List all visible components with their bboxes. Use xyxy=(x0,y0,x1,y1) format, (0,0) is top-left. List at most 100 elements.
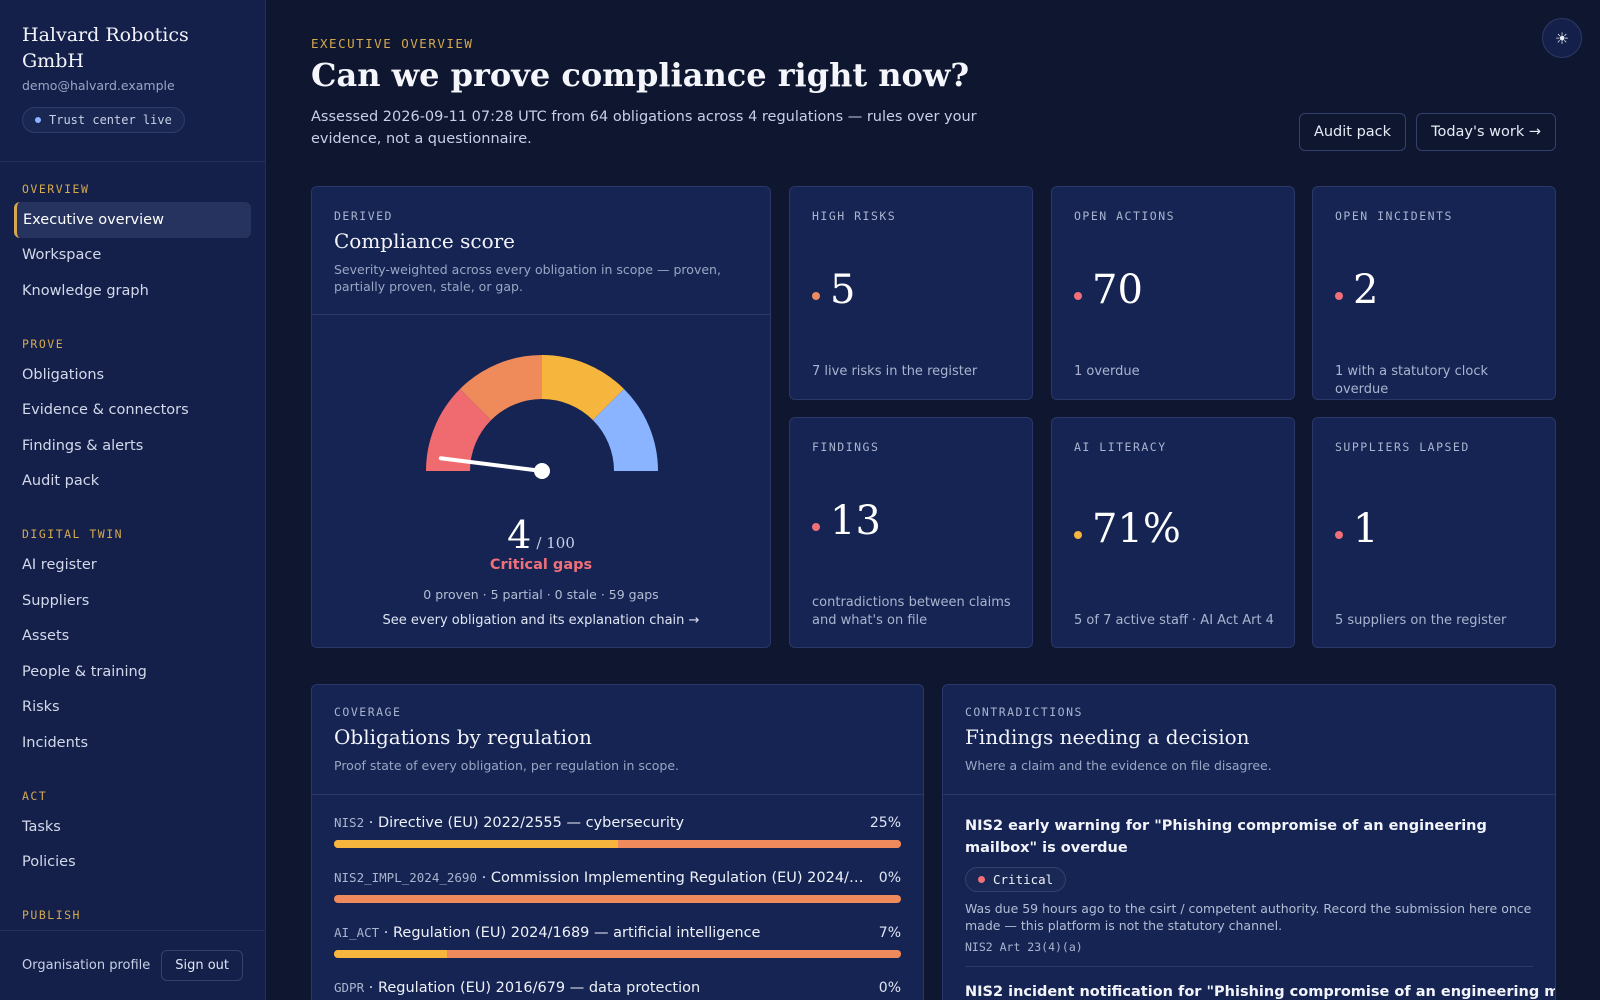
card-description: Severity-weighted across every obligatio… xyxy=(334,262,721,294)
page-title: Can we prove compliance right now? xyxy=(311,56,970,94)
nav-section-act: ACT xyxy=(22,788,48,803)
score-max: / 100 xyxy=(536,534,575,552)
metric-label: AI LITERACY xyxy=(1074,440,1167,454)
severity-label: Critical xyxy=(993,872,1054,887)
severity-dot-icon xyxy=(1335,292,1343,300)
finding-body: Was due 59 hours ago to the csirt / comp… xyxy=(965,901,1532,933)
sidebar-item-incidents[interactable]: Incidents xyxy=(22,734,89,751)
proven-segment xyxy=(334,950,448,958)
finding-title: NIS2 early warning for "Phishing comprom… xyxy=(965,818,1487,856)
regulation-row[interactable]: GDPR · Regulation (EU) 2016/679 — data p… xyxy=(334,980,901,996)
metric-value: 5 xyxy=(830,267,856,313)
regulation-name: Commission Implementing Regulation (EU) … xyxy=(490,870,871,886)
obligations-explanation-link[interactable]: See every obligation and its explanation… xyxy=(382,613,700,628)
nav-section-digital-twin: DIGITAL TWIN xyxy=(22,527,124,542)
metric-label: OPEN INCIDENTS xyxy=(1335,209,1453,223)
metric-label: OPEN ACTIONS xyxy=(1074,209,1176,223)
severity-dot-icon xyxy=(812,523,820,531)
metric-card-findings[interactable]: FINDINGS 13 contradictions between claim… xyxy=(789,417,1033,648)
metric-value: 1 xyxy=(1353,506,1379,552)
severity-dot-icon xyxy=(1335,531,1343,539)
theme-toggle-button[interactable]: ☀ xyxy=(1542,18,1582,58)
regulation-progress-bar xyxy=(334,895,901,903)
sidebar-item-knowledge-graph[interactable]: Knowledge graph xyxy=(22,282,149,299)
sun-icon: ☀ xyxy=(1554,28,1570,48)
sidebar-item-ai-register[interactable]: AI register xyxy=(22,556,97,573)
sidebar-item-policies[interactable]: Policies xyxy=(22,854,76,871)
compliance-gauge xyxy=(426,355,658,479)
status-dot-icon xyxy=(35,117,41,123)
finding-item[interactable]: NIS2 incident notification for "Phishing… xyxy=(965,981,1556,1000)
gauge-segment xyxy=(426,388,492,471)
card-title: Findings needing a decision xyxy=(965,725,1250,749)
score-value-block: 4 / 100 xyxy=(312,513,770,557)
regulation-name: Regulation (EU) 2016/679 — data protecti… xyxy=(377,980,701,996)
card-description: Proof state of every obligation, per reg… xyxy=(334,758,680,773)
sidebar-item-obligations[interactable]: Obligations xyxy=(22,366,105,383)
metric-card-open-incidents[interactable]: OPEN INCIDENTS 2 1 with a statutory cloc… xyxy=(1312,186,1556,400)
sidebar-item-risks[interactable]: Risks xyxy=(22,699,60,716)
metric-card-open-actions[interactable]: OPEN ACTIONS 70 1 overdue xyxy=(1051,186,1295,400)
regulation-row[interactable]: NIS2_IMPL_2024_2690 · Commission Impleme… xyxy=(334,870,901,903)
regulation-code: GDPR xyxy=(334,980,365,995)
card-description: Where a claim and the evidence on file d… xyxy=(965,758,1272,773)
sidebar-item-tasks[interactable]: Tasks xyxy=(22,818,61,835)
regulation-code: NIS2_IMPL_2024_2690 xyxy=(334,870,477,885)
sidebar-item-executive-overview[interactable]: Executive overview xyxy=(14,202,251,238)
severity-dot-icon xyxy=(978,876,985,883)
sidebar-nav: OVERVIEW Executive overview Workspace Kn… xyxy=(0,162,265,922)
regulation-row[interactable]: AI_ACT · Regulation (EU) 2024/1689 — art… xyxy=(334,925,901,958)
score-card-header: DERIVED Compliance score Severity-weight… xyxy=(312,187,770,315)
findings-card-header: CONTRADICTIONS Findings needing a decisi… xyxy=(943,685,1555,795)
sidebar-footer: Organisation profile Sign out xyxy=(0,930,265,1000)
todays-work-button[interactable]: Today's work → xyxy=(1416,113,1556,151)
sidebar-item-findings[interactable]: Findings & alerts xyxy=(22,437,144,454)
sidebar-item-workspace[interactable]: Workspace xyxy=(22,247,102,264)
header-actions: Audit pack Today's work → xyxy=(1298,113,1556,151)
gap-segment xyxy=(334,895,901,903)
coverage-card-header: COVERAGE Obligations by regulation Proof… xyxy=(312,685,923,795)
trust-center-badge[interactable]: Trust center live xyxy=(22,107,185,133)
sidebar-item-audit-pack[interactable]: Audit pack xyxy=(22,473,100,490)
page-eyebrow: EXECUTIVE OVERVIEW xyxy=(311,36,474,51)
regulation-code: NIS2 xyxy=(334,815,365,830)
page-subtitle: Assessed 2026-09-11 07:28 UTC from 64 ob… xyxy=(311,109,977,147)
regulation-progress-bar xyxy=(334,950,901,958)
score-status: Critical gaps xyxy=(489,557,593,573)
regulation-row[interactable]: NIS2 · Directive (EU) 2022/2555 — cybers… xyxy=(334,815,901,848)
card-label: DERIVED xyxy=(334,209,393,223)
metric-card-ai-literacy[interactable]: AI LITERACY 71% 5 of 7 active staff · AI… xyxy=(1051,417,1295,648)
sidebar-item-suppliers[interactable]: Suppliers xyxy=(22,592,90,609)
metric-value: 2 xyxy=(1353,267,1379,313)
finding-list: NIS2 early warning for "Phishing comprom… xyxy=(943,795,1555,1000)
coverage-card: COVERAGE Obligations by regulation Proof… xyxy=(311,684,924,1000)
metric-card-high-risks[interactable]: HIGH RISKS 5 7 live risks in the registe… xyxy=(789,186,1033,400)
sidebar-item-evidence[interactable]: Evidence & connectors xyxy=(22,402,189,419)
finding-title: NIS2 incident notification for "Phishing… xyxy=(965,984,1556,1000)
metric-value: 70 xyxy=(1092,267,1143,313)
regulation-list: NIS2 · Directive (EU) 2022/2555 — cybers… xyxy=(312,795,923,1000)
regulation-progress-bar xyxy=(334,840,901,848)
nav-section-publish: PUBLISH xyxy=(22,907,81,922)
sign-out-button[interactable]: Sign out xyxy=(161,950,243,981)
finding-item[interactable]: NIS2 early warning for "Phishing comprom… xyxy=(965,815,1533,954)
sidebar: Halvard Robotics GmbH demo@halvard.examp… xyxy=(0,0,266,1000)
org-name: Halvard Robotics GmbH xyxy=(22,24,189,72)
sidebar-item-people-training[interactable]: People & training xyxy=(22,663,147,680)
gap-segment xyxy=(619,840,901,848)
severity-badge: Critical xyxy=(965,867,1067,892)
org-header: Halvard Robotics GmbH demo@halvard.examp… xyxy=(0,0,265,162)
finding-reference: NIS2 Art 23(4)(a) xyxy=(965,940,1083,954)
trust-center-label: Trust center live xyxy=(49,113,172,127)
regulation-code: AI_ACT xyxy=(334,925,380,940)
metric-label: HIGH RISKS xyxy=(812,209,897,223)
regulation-name: Directive (EU) 2022/2555 — cybersecurity xyxy=(377,815,685,831)
regulation-name: Regulation (EU) 2024/1689 — artificial i… xyxy=(392,925,761,941)
proven-segment xyxy=(334,840,618,848)
gauge-segment xyxy=(459,355,542,421)
card-label: COVERAGE xyxy=(334,705,402,719)
metric-card-suppliers-lapsed[interactable]: SUPPLIERS LAPSED 1 5 suppliers on the re… xyxy=(1312,417,1556,648)
organisation-profile-link[interactable]: Organisation profile xyxy=(22,958,151,973)
sidebar-item-assets[interactable]: Assets xyxy=(22,628,70,645)
audit-pack-button[interactable]: Audit pack xyxy=(1298,113,1407,151)
